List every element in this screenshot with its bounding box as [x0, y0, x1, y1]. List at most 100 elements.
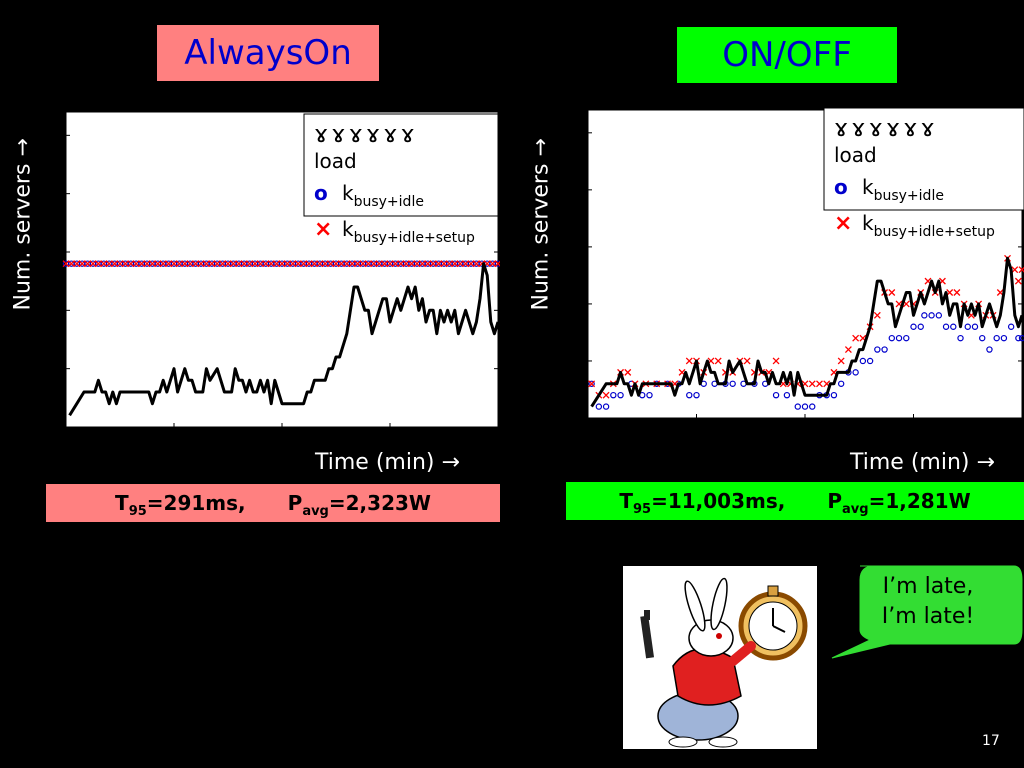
white-rabbit-illustration	[623, 566, 817, 749]
busy-idle-marker	[693, 391, 700, 399]
busy-idle-setup-marker	[111, 260, 119, 268]
busy-idle-setup-marker	[888, 289, 896, 296]
busy-idle-setup-marker	[300, 260, 308, 268]
busy-idle-marker	[874, 346, 881, 353]
busy-idle-setup-marker	[391, 260, 399, 268]
busy-idle-setup-marker	[116, 260, 124, 268]
busy-idle-marker	[971, 323, 979, 330]
busy-idle-setup-marker	[489, 260, 497, 268]
busy-idle-setup-marker	[181, 260, 189, 268]
y-tick-label: 0	[577, 410, 585, 426]
busy-idle-marker	[993, 334, 1000, 342]
busy-idle-setup-marker	[337, 260, 345, 268]
busy-idle-setup-marker	[873, 311, 881, 319]
busy-idle-setup-marker	[714, 357, 722, 365]
busy-idle-setup-marker	[381, 260, 389, 268]
y-tick-label: 25	[47, 127, 63, 143]
busy-idle-marker	[595, 403, 603, 410]
busy-idle-marker	[794, 403, 801, 410]
y-axis-label-right: Num. servers →	[528, 138, 554, 311]
x-tick-label: 30	[689, 421, 705, 437]
legend-load-label: load	[314, 149, 357, 173]
pavg-label: P	[827, 489, 843, 513]
busy-idle-setup-marker	[316, 260, 324, 268]
busy-idle-setup-marker	[219, 260, 227, 268]
busy-idle-setup-marker	[121, 260, 129, 268]
busy-idle-setup-marker	[100, 260, 108, 268]
pavg-label: P	[287, 491, 303, 515]
busy-idle-setup-marker	[743, 357, 751, 365]
busy-idle-marker	[617, 391, 624, 399]
busy-idle-setup-marker	[246, 260, 254, 268]
busy-idle-setup-marker	[262, 260, 270, 268]
busy-idle-marker	[910, 323, 917, 330]
busy-idle-setup-marker	[397, 260, 405, 268]
busy-idle-setup-marker	[67, 260, 75, 268]
busy-idle-marker	[935, 312, 943, 319]
speech-bubble-text: I’m late, I’m late!	[858, 572, 998, 632]
busy-idle-marker	[888, 334, 895, 342]
busy-idle-marker	[964, 323, 971, 330]
busy-idle-marker	[646, 391, 653, 399]
x-tick-label: 90	[906, 421, 922, 437]
y-tick-label: 10	[569, 296, 585, 312]
legend-load-label: load	[834, 143, 877, 167]
busy-idle-setup-marker	[327, 260, 335, 268]
busy-idle-setup-marker	[273, 260, 281, 268]
y-tick-label: 15	[569, 239, 585, 255]
x-tick-label: 0	[584, 421, 592, 437]
busy-idle-setup-marker	[837, 357, 845, 365]
legend-setup-label: kbusy+idle+setup	[342, 217, 475, 246]
busy-idle-setup-marker	[1014, 277, 1022, 285]
busy-idle-setup-marker	[159, 260, 167, 268]
busy-idle-marker	[852, 369, 859, 376]
pavg-sub: avg	[302, 504, 329, 519]
busy-idle-marker	[881, 346, 888, 353]
busy-idle-setup-marker	[305, 260, 313, 268]
busy-idle-setup-marker	[852, 334, 860, 342]
busy-idle-setup-marker	[408, 260, 416, 268]
busy-idle-setup-marker	[127, 260, 135, 268]
busy-idle-setup-marker	[844, 346, 852, 354]
stats-alwayson: T95=291ms, Pavg=2,323W	[46, 484, 500, 522]
x-axis-label-right: Time (min) →	[850, 450, 995, 475]
busy-idle-setup-marker	[251, 260, 259, 268]
busy-idle-marker	[494, 260, 500, 267]
busy-idle-setup-marker	[148, 260, 156, 268]
pavg-sub: avg	[842, 502, 869, 517]
busy-idle-setup-marker	[186, 260, 194, 268]
x-tick-label: 60	[274, 430, 290, 444]
busy-idle-setup-marker	[94, 260, 102, 268]
t95-sub: 95	[128, 504, 147, 519]
busy-idle-marker	[950, 323, 957, 330]
busy-idle-setup-marker	[62, 260, 70, 268]
busy-idle-setup-marker	[953, 289, 961, 296]
busy-idle-setup-marker	[89, 260, 97, 268]
title-onoff: ON/OFF	[677, 27, 897, 83]
busy-idle-marker	[783, 391, 791, 399]
busy-idle-marker	[957, 334, 964, 342]
busy-idle-setup-marker	[78, 260, 86, 268]
busy-idle-setup-marker	[467, 260, 475, 268]
busy-idle-marker	[772, 391, 780, 399]
t95-value: =291ms,	[146, 491, 246, 515]
busy-idle-setup-marker	[588, 380, 596, 388]
busy-idle-setup-marker	[197, 260, 205, 268]
load-line	[68, 262, 500, 417]
busy-idle-marker	[859, 357, 867, 365]
y-tick-label: 25	[569, 125, 585, 141]
busy-idle-marker	[602, 403, 610, 410]
page-number: 17	[982, 733, 1000, 749]
busy-idle-marker	[837, 380, 845, 387]
busy-idle-marker	[866, 357, 874, 365]
busy-idle-setup-marker	[105, 260, 113, 268]
busy-idle-setup-marker	[170, 260, 178, 268]
busy-idle-setup-marker	[462, 260, 470, 268]
busy-idle-marker	[1018, 334, 1024, 342]
busy-idle-setup-marker	[138, 260, 146, 268]
busy-idle-setup-marker	[456, 260, 464, 268]
legend-setup-label: kbusy+idle+setup	[862, 211, 995, 240]
y-tick-label: 20	[569, 182, 585, 198]
